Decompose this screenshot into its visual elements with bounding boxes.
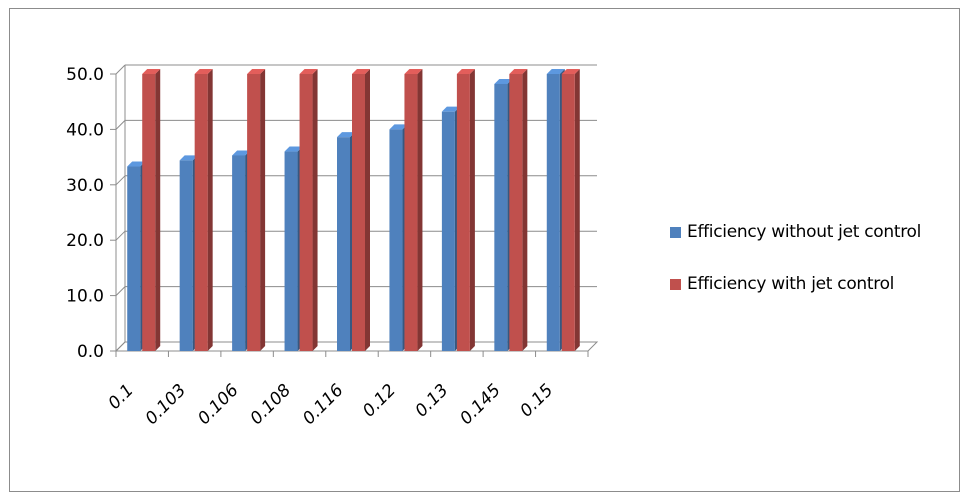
bar-front (456, 74, 470, 351)
bar (299, 69, 318, 351)
x-tick-label: 0.15 (516, 380, 557, 421)
legend: Efficiency without jet control Efficienc… (670, 221, 921, 325)
bar-front (441, 111, 455, 351)
bar-front (127, 166, 141, 351)
bar-front (404, 74, 418, 351)
x-tick-label: 0.116 (299, 380, 348, 429)
x-tick-label: 0.1 (104, 380, 137, 413)
bar (456, 69, 475, 351)
legend-label-without-jet: Efficiency without jet control (687, 222, 922, 242)
bar-side (260, 69, 266, 351)
gridline-side (115, 120, 126, 130)
bar-front (509, 74, 523, 351)
x-tick-label: 0.106 (194, 380, 243, 429)
x-tick-label: 0.108 (247, 380, 296, 429)
bar-side (417, 69, 423, 351)
bar-top (441, 106, 460, 112)
legend-swatch-with-jet (670, 278, 681, 290)
bar-front (247, 74, 261, 351)
gridline-side (115, 286, 126, 296)
bar-top (194, 69, 213, 74)
y-tick-label: 40.0 (66, 120, 104, 140)
y-tick-label: 10.0 (66, 287, 104, 307)
bar-top (127, 161, 146, 167)
bar (194, 69, 213, 351)
bar-front (142, 74, 156, 351)
bar-top (561, 69, 580, 74)
bar-front (389, 129, 403, 351)
bar-front (561, 74, 575, 351)
bar-top (546, 69, 565, 74)
bar-front (179, 160, 193, 351)
chart-plot: 0.010.020.030.040.050.0 0.1 0.103 0.106 0.1… (66, 64, 599, 429)
bar-front (337, 137, 350, 351)
y-tick-labels: 0.0 10.0 20.0 30.0 40.0 50.0 (66, 65, 104, 362)
bar-top (404, 69, 423, 74)
bar (352, 69, 370, 351)
bar-front (194, 74, 208, 351)
bar (142, 69, 161, 351)
bar-front (352, 74, 365, 351)
bar-front (494, 83, 508, 352)
y-tick-label: 30.0 (66, 176, 104, 196)
y-tick-label: 0.0 (77, 342, 104, 362)
x-tick-label: 0.145 (456, 380, 505, 429)
bar-top (142, 69, 161, 74)
legend-label-with-jet: Efficiency with jet control (687, 274, 895, 294)
bar-front (284, 151, 298, 351)
bar-side (574, 69, 580, 351)
bar-top (179, 155, 198, 161)
bar-front (546, 74, 560, 351)
bar-front (299, 74, 313, 351)
y-tick-label: 50.0 (66, 65, 104, 85)
x-tick-label: 0.12 (359, 380, 400, 421)
bar-top (352, 69, 370, 74)
bar-side (155, 69, 161, 351)
gridline-side (115, 230, 126, 241)
bar-top (456, 69, 475, 74)
legend-swatch-without-jet (670, 226, 681, 238)
bar-side (522, 69, 528, 351)
bar (561, 69, 580, 351)
bar-top (389, 124, 408, 130)
gridline-side (115, 64, 126, 75)
bar-top (494, 78, 513, 84)
bar-top (284, 146, 303, 152)
gridline-side (115, 175, 126, 186)
bar (509, 69, 528, 351)
bar-top (299, 69, 318, 74)
chart-frame: 0.0 10.0 20.0 30.0 40.0 50.0 0.1 0.103 0.106 0.1… (9, 8, 960, 492)
x-tick-labels: 0.1 0.103 0.106 0.108 0.116 0.12 0.13 0.145 0.15 (104, 380, 557, 429)
legend-item-without-jet: Efficiency without jet control (670, 221, 921, 243)
bar-top (247, 69, 266, 74)
bar-side (312, 69, 318, 351)
bar (404, 69, 423, 351)
bar-side (469, 69, 475, 351)
x-tick-label: 0.13 (412, 380, 453, 421)
bar-top (337, 132, 355, 138)
bars (127, 69, 580, 352)
bar-top (232, 150, 251, 156)
bar-side (365, 69, 370, 351)
legend-item-with-jet: Efficiency with jet control (670, 273, 921, 295)
bar (247, 69, 266, 351)
bar-front (232, 155, 246, 351)
y-tick-label: 20.0 (66, 231, 104, 251)
x-tick-label: 0.103 (142, 380, 191, 429)
bar-side (207, 69, 213, 351)
bar-top (509, 69, 528, 74)
